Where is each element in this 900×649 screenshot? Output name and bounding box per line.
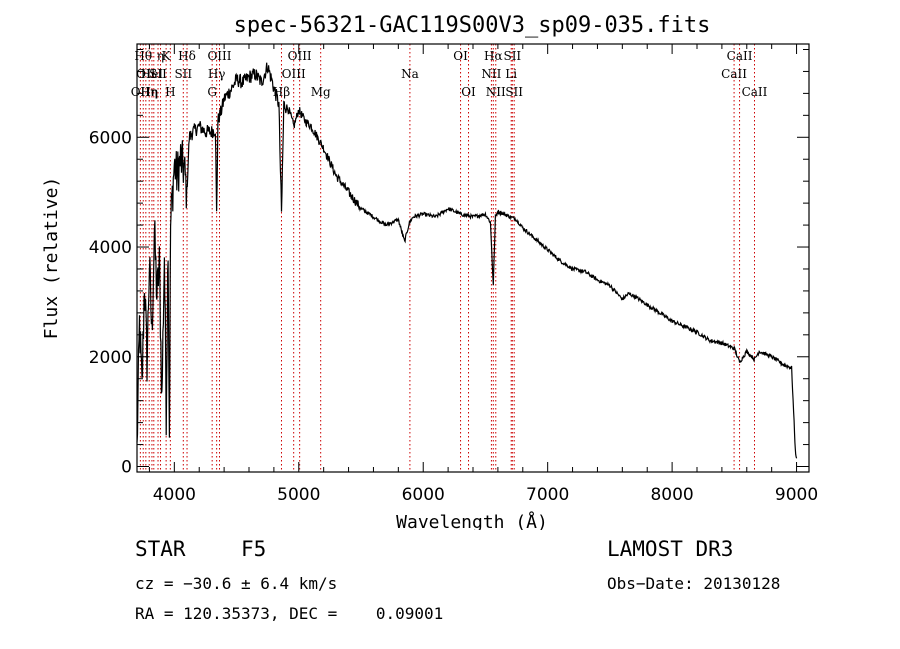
ra-dec-coordinates: RA = 120.35373, DEC = 0.09001	[135, 604, 444, 623]
line-label-3: Hη	[140, 85, 158, 99]
x-tick-label-0: 4000	[153, 485, 196, 505]
line-label-22: NII	[481, 67, 501, 81]
line-label-29: CaII	[727, 49, 753, 63]
line-label-5: η	[150, 85, 157, 99]
line-label-16: OIII	[282, 67, 306, 81]
y-tick-label-2: 4000	[89, 238, 132, 258]
line-label-18: Mg	[311, 85, 331, 99]
line-label-0: OII	[131, 85, 151, 99]
line-label-13: Hγ	[208, 67, 226, 81]
line-label-7: η	[157, 49, 164, 63]
line-label-26: SII	[503, 49, 521, 63]
object-class: STAR	[135, 537, 186, 561]
line-label-27: SII	[505, 85, 523, 99]
survey-name: LAMOST DR3	[607, 537, 734, 561]
x-tick-label-4: 8000	[650, 485, 693, 505]
line-label-2: OII	[136, 67, 156, 81]
line-label-23: Hα	[484, 49, 503, 63]
y-tick-label-3: 6000	[89, 128, 132, 148]
x-tick-label-2: 6000	[402, 485, 445, 505]
line-label-24: NII	[486, 85, 506, 99]
x-axis: 4000 5000 6000 7000 8000 9000	[148, 44, 818, 505]
line-label-21: OI	[461, 85, 476, 99]
x-tick-label-3: 7000	[526, 485, 569, 505]
line-label-6: SII	[149, 67, 167, 81]
line-label-4: HeI	[141, 67, 164, 81]
line-label-17: OIII	[288, 49, 312, 63]
chart-title: spec-56321-GAC119S00V3_sp09-035.fits	[234, 13, 711, 38]
spectral-line-markers	[139, 44, 755, 472]
x-tick-label-1: 5000	[277, 485, 320, 505]
line-label-1: Hθ	[134, 49, 152, 63]
line-label-8: K	[162, 49, 172, 63]
line-label-14: OIII	[207, 49, 231, 63]
line-label-19: Na	[401, 67, 419, 81]
line-label-11: Hδ	[178, 49, 196, 63]
y-axis-label: Flux (relative)	[41, 177, 62, 340]
y-tick-label-0: 0	[121, 458, 132, 478]
line-label-12: G	[207, 85, 217, 99]
spectrum-chart: spec-56321-GAC119S00V3_sp09-035.fits OII…	[41, 13, 819, 530]
line-label-10: SII	[174, 67, 192, 81]
y-axis: 0 2000 4000 6000	[89, 48, 809, 478]
redshift-velocity: cz = −30.6 ± 6.4 km/s	[135, 574, 338, 593]
line-label-28: CaII	[721, 67, 747, 81]
spectral-line-labels: OIIHθOIIHηHeIηSIIηKHSIIHδGHγOIIIHβOIIIOI…	[131, 49, 768, 99]
line-label-20: OI	[453, 49, 468, 63]
y-tick-label-1: 2000	[89, 348, 132, 368]
observation-date: Obs−Date: 20130128	[607, 574, 781, 593]
x-tick-label-5: 9000	[775, 485, 818, 505]
object-subclass: F5	[241, 537, 267, 561]
line-label-25: Li	[505, 67, 517, 81]
x-axis-label: Wavelength (Å)	[396, 511, 548, 530]
spectrum-series	[136, 62, 798, 459]
line-label-9: H	[165, 85, 175, 99]
line-label-30: CaII	[742, 85, 768, 99]
